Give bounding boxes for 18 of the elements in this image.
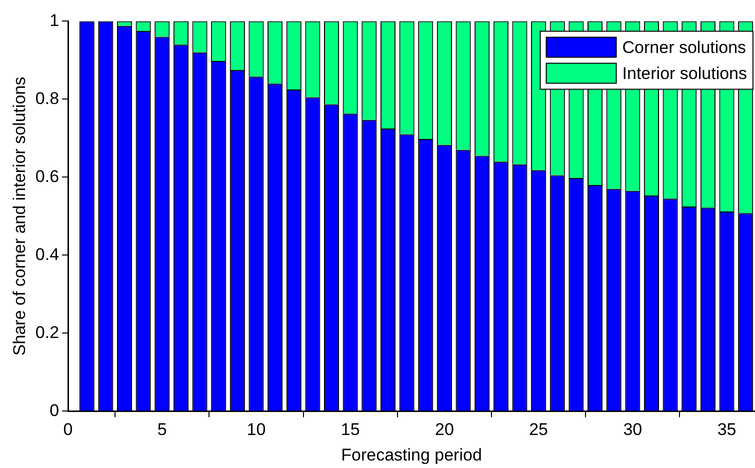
y-tick-label: 0.8 [35, 88, 60, 108]
y-axis-title: Share of corner and interior solutions [10, 76, 29, 356]
x-axis-title: Forecasting period [341, 445, 482, 464]
x-tick-label: 0 [63, 420, 73, 440]
x-tick-label: 25 [529, 420, 548, 440]
x-tick-label: 10 [246, 420, 266, 440]
y-tick-label: 0.4 [35, 244, 60, 264]
legend-label: Interior solutions [622, 64, 748, 83]
y-tick-label: 0.6 [35, 166, 60, 186]
x-tick-label: 30 [623, 420, 642, 440]
x-tick-label: 5 [157, 420, 167, 440]
x-tick-label: 35 [717, 420, 736, 440]
x-tick-label: 20 [434, 420, 454, 440]
y-tick-label: 0 [50, 400, 60, 420]
legend-label: Corner solutions [622, 38, 746, 57]
y-tick-label: 1 [50, 10, 60, 30]
y-tick-label: 0.2 [35, 322, 60, 342]
x-tick-label: 15 [340, 420, 360, 440]
